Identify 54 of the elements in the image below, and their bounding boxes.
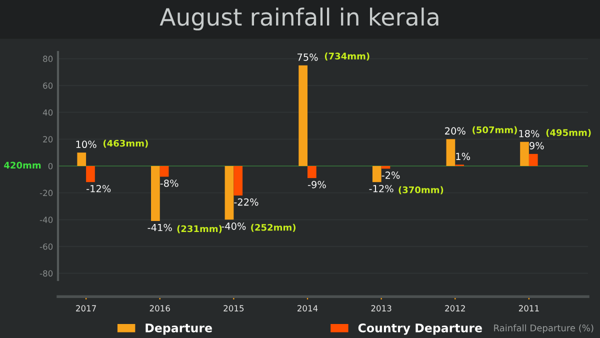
- data-label: 10%: [76, 140, 96, 148]
- annotation: (495mm): [546, 128, 591, 138]
- text: Rainfall Departure (%): [494, 324, 594, 334]
- annotation: (734mm): [324, 52, 370, 61]
- x-tick-label: 2015: [224, 305, 244, 312]
- annotation: (370mm): [398, 186, 444, 194]
- legend-label: Departure: [146, 324, 212, 335]
- data-label: 1%: [456, 152, 470, 160]
- bar: [520, 142, 529, 166]
- data-label: 20%: [445, 127, 466, 135]
- bar: [77, 152, 86, 166]
- y-tick-label: -60: [40, 243, 53, 250]
- annotation: (231mm): [177, 225, 222, 234]
- data-label: -12%: [369, 184, 394, 192]
- y-tick-label: 20: [43, 136, 53, 142]
- data-label: -22%: [234, 198, 258, 206]
- annotation: (463mm): [103, 140, 148, 148]
- data-label: -2%: [382, 172, 400, 179]
- y-tick-label: 60: [43, 82, 53, 89]
- chart-title: August rainfall in kerala: [160, 8, 438, 30]
- data-label: -40%: [222, 222, 246, 230]
- bar: [234, 166, 243, 196]
- annotation: (507mm): [472, 126, 517, 134]
- x-tick-label: 2014: [298, 305, 318, 312]
- bar: [160, 166, 169, 177]
- bar: [446, 139, 456, 166]
- x-tick-label: 2016: [150, 305, 170, 312]
- bar: [308, 166, 316, 178]
- y-tick-label: 0: [48, 162, 53, 170]
- bar: [372, 166, 382, 182]
- x-tick-label: 2012: [445, 305, 465, 312]
- bar: [86, 166, 95, 182]
- data-label: -12%: [86, 184, 111, 192]
- bar: [298, 65, 308, 166]
- y-tick-label: -20: [40, 190, 53, 196]
- bar: [528, 154, 538, 166]
- y-tick-label: -40: [40, 216, 53, 223]
- data-label: -41%: [148, 224, 172, 232]
- data-label: -8%: [160, 180, 178, 187]
- data-label: 9%: [530, 142, 544, 150]
- y-tick-label: -80: [40, 270, 53, 277]
- bar: [151, 166, 160, 221]
- data-label: -9%: [308, 180, 326, 188]
- data-label: 18%: [519, 130, 540, 138]
- x-tick-label: 2011: [518, 305, 539, 312]
- bar: [224, 166, 234, 220]
- y-tick-label: 40: [42, 109, 53, 116]
- x-tick-label: 2013: [371, 305, 392, 312]
- y-tick-label: 80: [43, 56, 53, 62]
- data-label: 75%: [297, 53, 318, 61]
- annotation: (252mm): [251, 224, 296, 232]
- x-tick-label: 2017: [76, 305, 96, 312]
- ref-line-label: 420mm: [4, 162, 41, 169]
- legend-label: Country Departure: [358, 323, 482, 335]
